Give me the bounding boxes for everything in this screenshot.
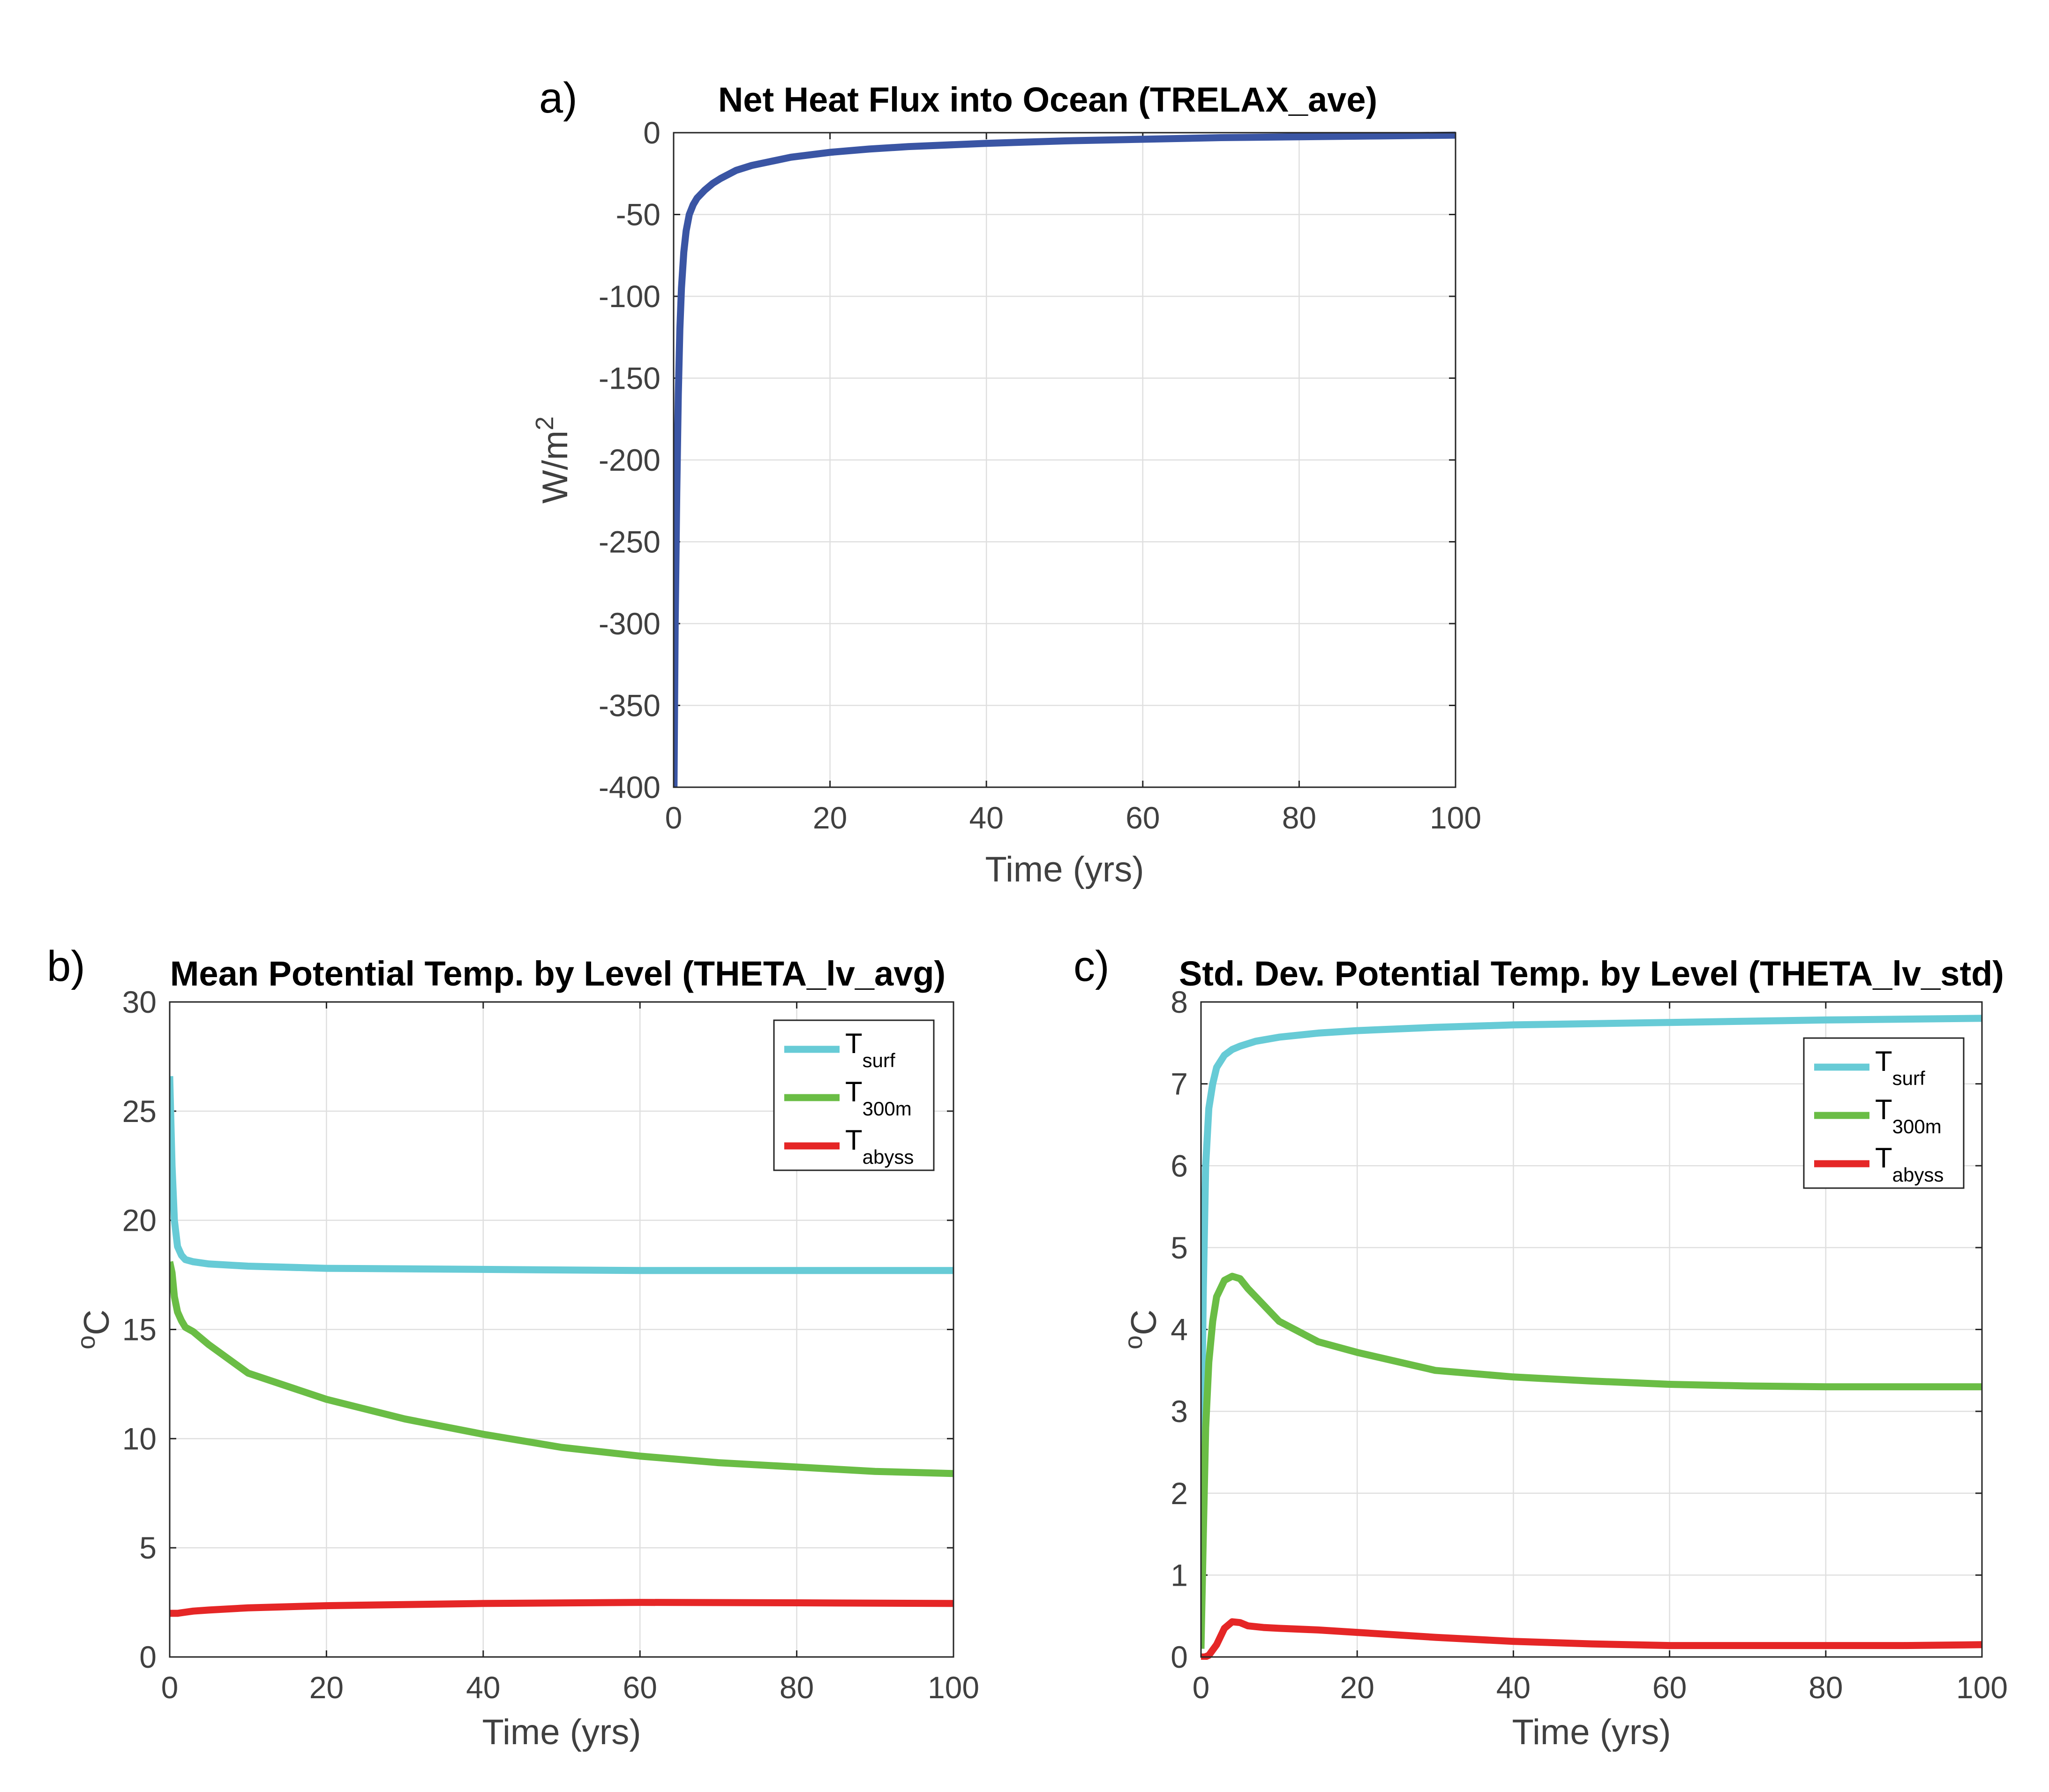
x-tick-label: 20 [1340,1670,1374,1705]
y-tick-label: 6 [1171,1148,1188,1183]
legend-entry: T300m [845,1076,912,1120]
y-tick-label: 15 [122,1312,157,1347]
y-tick-label: 5 [1171,1230,1188,1265]
legend: Tsurf T300m Tabyss [1803,1037,1965,1189]
chart-panel-2: b) Mean Potential Temp. by Level (THETA_l… [47,942,979,1752]
y-tick-label: 10 [122,1421,157,1456]
series-line-abyss [170,1599,954,1617]
y-axis-label: oC [1119,1310,1164,1349]
y-tick-label: -300 [599,606,660,641]
y-tick-label: 3 [1171,1394,1188,1429]
y-tick-label: -350 [599,688,660,723]
x-tick-label: 80 [1282,800,1316,835]
legend-entry: Tabyss [845,1124,914,1168]
panel-label: c) [1073,942,1110,990]
legend-entry: Tsurf [845,1028,895,1071]
y-tick-label: -200 [599,443,660,477]
y-tick-label: 20 [122,1203,157,1238]
chart-title: Net Heat Flux into Ocean (TRELAX_ave) [718,80,1377,119]
x-tick-label: 100 [928,1670,979,1705]
y-tick-label: 4 [1171,1312,1188,1347]
legend-entry: T300m [1875,1094,1942,1137]
x-tick-label: 20 [309,1670,344,1705]
series-line-300m [170,1261,954,1477]
series-line-abyss [1201,1618,1982,1660]
y-tick-label: 5 [139,1530,157,1565]
x-tick-label: 40 [1496,1670,1531,1705]
legend-entry: Tsurf [1875,1046,1925,1089]
y-axis-label: oC [72,1310,117,1349]
axes-frame [673,132,1456,788]
series-line-surf [1201,1015,1982,1469]
x-axis-label: Time (yrs) [985,850,1144,889]
y-tick-label: 0 [139,1640,157,1674]
y-tick-label: 0 [1171,1640,1188,1674]
x-tick-label: 40 [466,1670,500,1705]
y-tick-label: -400 [599,770,660,805]
axes-frame [169,1001,954,1658]
series-line-surf [170,1076,953,1274]
x-tick-label: 60 [1652,1670,1687,1705]
y-axis-label: W/m2 [531,416,575,504]
y-tick-label: -50 [616,197,660,232]
chart-title: Mean Potential Temp. by Level (THETA_lv_… [170,954,946,993]
y-tick-label: -250 [599,525,660,559]
x-tick-label: 80 [780,1670,814,1705]
y-tick-label: 0 [643,115,660,150]
series-line-300m [1201,1272,1982,1649]
y-tick-label: -100 [599,279,660,314]
chart-title: Std. Dev. Potential Temp. by Level (THET… [1179,954,2004,993]
y-tick-label: 25 [122,1094,157,1129]
x-tick-label: 0 [1193,1670,1210,1705]
x-tick-label: 100 [1430,800,1481,835]
x-tick-label: 60 [1126,800,1160,835]
x-axis-label: Time (yrs) [482,1712,641,1752]
x-tick-label: 20 [813,800,847,835]
x-axis-label: Time (yrs) [1512,1712,1671,1752]
panel-label: a) [539,74,578,122]
legend-entry: Tabyss [1875,1142,1944,1186]
y-tick-label: -150 [599,361,660,396]
x-tick-label: 60 [623,1670,657,1705]
x-tick-label: 0 [665,800,683,835]
chart-panel-1: a) Net Heat Flux into Ocean (TRELAX_ave) 0… [531,74,1481,889]
x-tick-label: 40 [969,800,1003,835]
y-tick-label: 30 [122,985,157,1019]
y-tick-label: 2 [1171,1476,1188,1511]
y-tick-label: 1 [1171,1558,1188,1592]
x-tick-label: 80 [1809,1670,1843,1705]
x-tick-label: 100 [1956,1670,2008,1705]
y-tick-label: 8 [1171,985,1188,1019]
y-tick-label: 7 [1171,1067,1188,1101]
series-line-series-1 [674,131,1456,788]
x-tick-label: 0 [161,1670,179,1705]
chart-panel-3: c) Std. Dev. Potential Temp. by Level (TH… [1073,942,2008,1752]
panel-label: b) [47,942,85,990]
axes-frame [1200,1001,1983,1658]
